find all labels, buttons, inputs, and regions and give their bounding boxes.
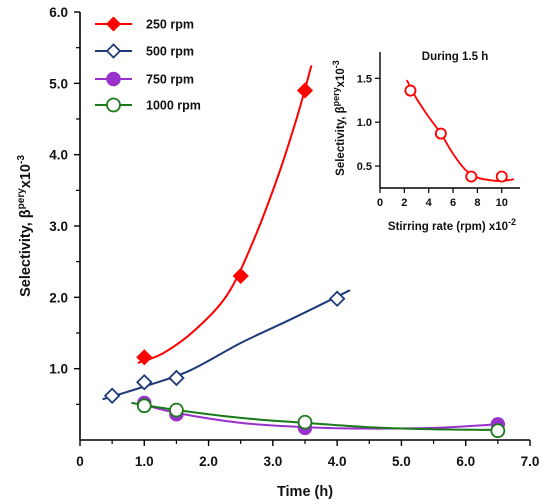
- inset-y-label-mid: x10: [335, 68, 347, 87]
- main-curves: [102, 65, 505, 431]
- series-0-point: [232, 267, 249, 284]
- main-y-tick-label: 6.0: [49, 5, 68, 20]
- main-x-tick-label: 2.0: [199, 454, 218, 469]
- legend-item-250: 250 rpm: [95, 16, 194, 32]
- main-y-label-mid: x10: [18, 164, 34, 188]
- legend-item-750: 750 rpm: [95, 71, 194, 87]
- inset-curves: [406, 79, 515, 182]
- main-x-tick-label: 1.0: [135, 454, 154, 469]
- legend-marker-1000: [106, 97, 121, 113]
- main-x-tick-label: 4.0: [328, 454, 347, 469]
- main-x-tick-label: 0: [76, 454, 84, 469]
- legend-item-1000: 1000 rpm: [95, 97, 201, 113]
- main-markers: [103, 82, 506, 439]
- main-x-tick-label: 3.0: [263, 454, 282, 469]
- series-3-point: [297, 414, 313, 430]
- main-x-tick-label: 5.0: [392, 454, 411, 469]
- inset-y-tick-label: 1.0: [357, 117, 372, 129]
- inset-point: [465, 170, 478, 183]
- main-x-tick-label: 7.0: [521, 454, 540, 469]
- series-3-point: [169, 402, 184, 418]
- legend-marker-500: [105, 43, 122, 59]
- main-y-tick-label: 1.0: [49, 362, 68, 377]
- legend-label-500: 500 rpm: [146, 45, 194, 59]
- inset-y-tick-label: 1.5: [357, 73, 372, 85]
- legend-marker-750: [106, 71, 121, 87]
- inset-x-tick-label: 4: [426, 197, 433, 209]
- main-y-axis-label: Selectivity, βperyx10-3: [16, 155, 34, 297]
- inset-x-ticks: 0 2 4 6 8 10: [377, 188, 508, 209]
- legend-item-500: 500 rpm: [95, 43, 194, 59]
- inset-series-line: [406, 79, 515, 182]
- inset-x-label-main: Stirring rate (rpm) x10: [388, 221, 508, 233]
- series-line-0: [137, 65, 313, 364]
- main-axes: 0 1.0 2.0 3.0 4.0 5.0 6.0 7.0 1.0 2.0 3.0 4.0 5.0 6.…: [49, 5, 539, 469]
- main-y-tick-label: 2.0: [49, 290, 68, 305]
- main-x-ticks: 0 1.0 2.0 3.0 4.0 5.0 6.0 7.0: [76, 440, 539, 469]
- legend-label-1000: 1000 rpm: [146, 99, 201, 113]
- main-y-tick-label: 4.0: [49, 148, 68, 163]
- legend: 250 rpm 500 rpm 750 rpm 1000 rpm: [95, 16, 201, 113]
- main-x-tick-label: 6.0: [456, 454, 475, 469]
- inset-x-tick-label: 10: [496, 197, 508, 209]
- main-x-axis-label: Time (h): [277, 484, 333, 500]
- inset-y-axis-label: Selectivity, βperyx10-3: [331, 60, 347, 176]
- inset-chart: During 1.5 h 0 2 4 6 8 10 0.5 1.0 1.5 Stirring …: [331, 51, 520, 233]
- inset-x-tick-label: 2: [401, 197, 407, 209]
- inset-title: During 1.5 h: [422, 51, 488, 63]
- series-1-point: [168, 369, 185, 387]
- series-0-point: [296, 82, 314, 99]
- main-y-ticks: 1.0 2.0 3.0 4.0 5.0 6.0: [49, 5, 80, 405]
- inset-x-axis-label: Stirring rate (rpm) x10-2: [388, 217, 516, 233]
- legend-label-250: 250 rpm: [146, 18, 194, 32]
- main-y-label-sup2: -3: [16, 155, 27, 164]
- inset-y-label-sup1: pery: [331, 87, 341, 106]
- series-line-3: [131, 401, 505, 431]
- inset-point: [404, 84, 417, 97]
- legend-marker-250: [105, 16, 122, 32]
- inset-y-ticks: 0.5 1.0 1.5: [357, 73, 380, 173]
- inset-markers: [404, 84, 508, 183]
- inset-point: [434, 127, 447, 140]
- main-y-label-main: Selectivity, β: [18, 209, 34, 297]
- series-0-point: [136, 349, 153, 366]
- series-1-point: [328, 290, 346, 308]
- inset-y-tick-label: 0.5: [357, 161, 372, 173]
- series-3-point: [136, 398, 152, 414]
- inset-x-tick-label: 0: [377, 197, 383, 209]
- series-1-point: [136, 373, 153, 391]
- inset-x-tick-label: 6: [450, 197, 456, 209]
- inset-x-tick-label: 8: [474, 197, 480, 209]
- main-y-label-sup1: pery: [16, 188, 27, 210]
- inset-y-label-sup2: -3: [331, 60, 341, 68]
- inset-y-label-main: Selectivity, β: [335, 106, 347, 175]
- series-1-point: [103, 387, 121, 405]
- main-y-tick-label: 5.0: [49, 76, 68, 91]
- series-3-point: [490, 423, 506, 439]
- legend-label-750: 750 rpm: [146, 73, 194, 87]
- inset-x-label-sup: -2: [508, 217, 516, 227]
- inset-point: [495, 170, 508, 183]
- main-y-tick-label: 3.0: [49, 219, 68, 234]
